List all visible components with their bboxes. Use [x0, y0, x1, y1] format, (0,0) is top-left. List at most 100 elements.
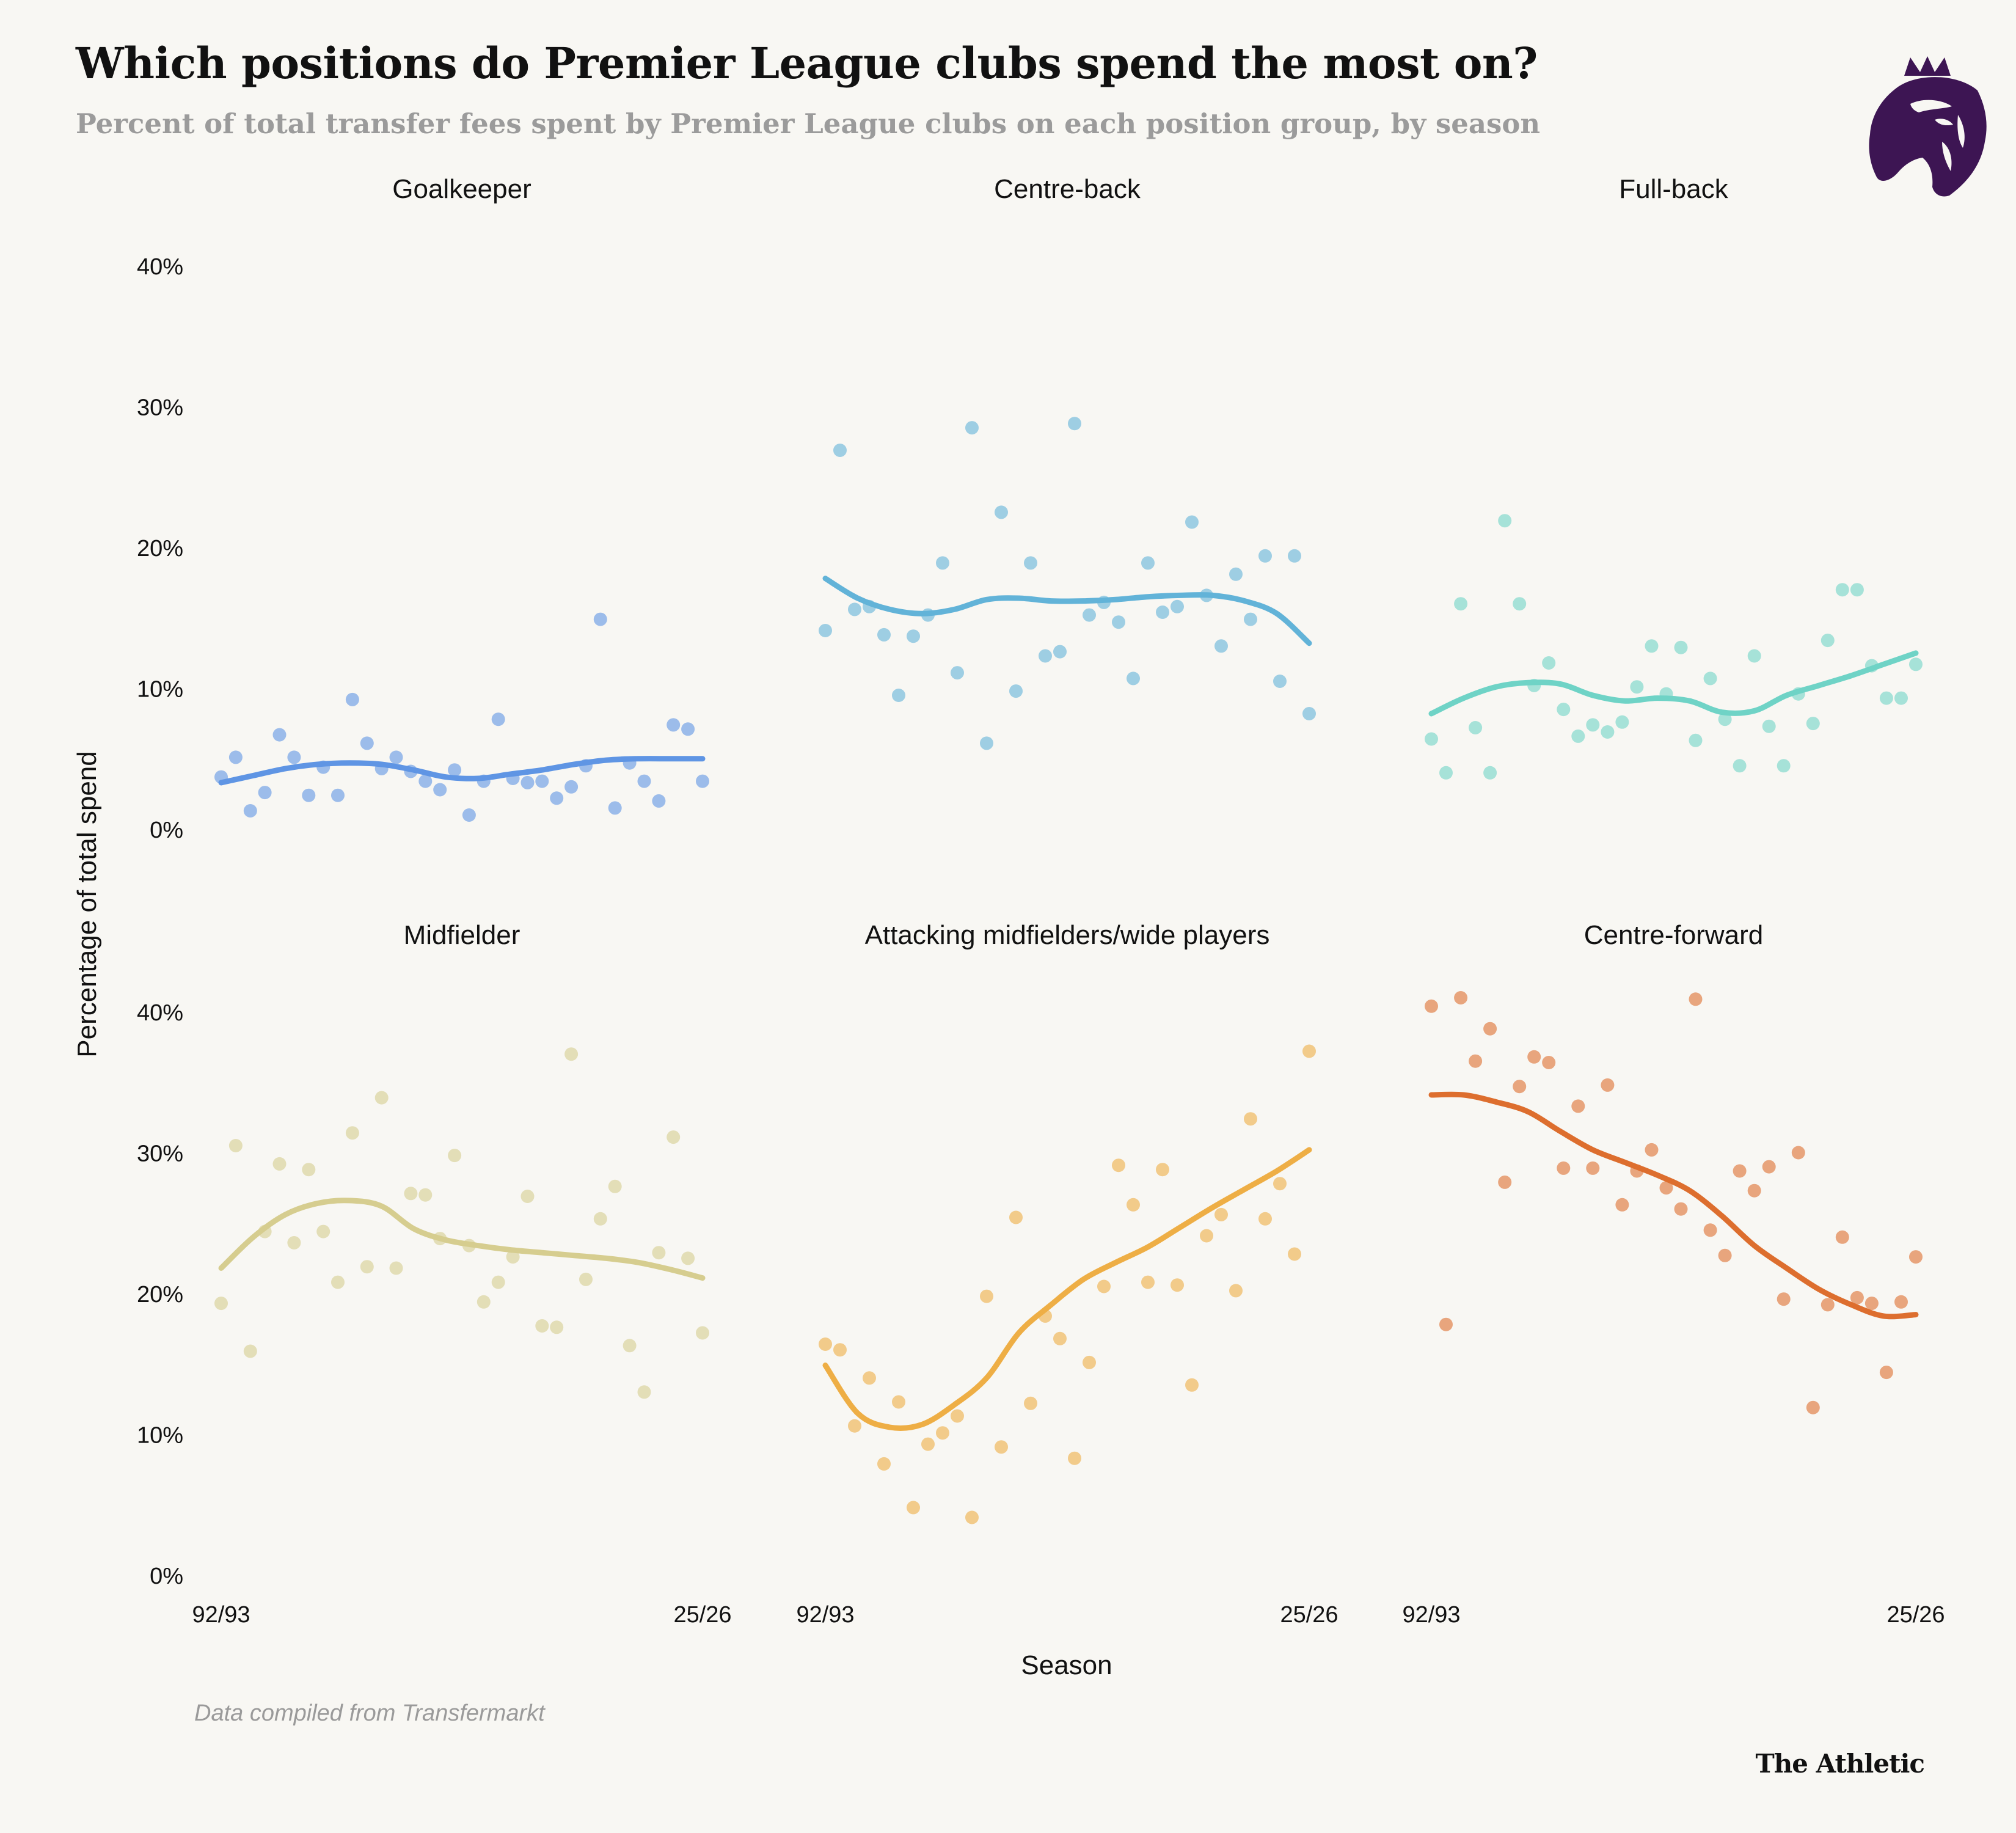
data-point — [608, 1179, 622, 1193]
y-tick-label: 0% — [150, 1564, 183, 1589]
panel-title: Centre-back — [994, 174, 1141, 204]
data-point — [535, 774, 549, 788]
data-point — [833, 444, 847, 457]
data-point — [1258, 549, 1272, 563]
data-point — [214, 1297, 228, 1311]
data-point — [965, 1510, 979, 1524]
data-point — [833, 1343, 847, 1357]
y-tick-label: 20% — [137, 536, 183, 562]
data-point — [936, 556, 949, 570]
data-point — [1469, 721, 1483, 734]
trend-line — [822, 576, 1312, 646]
x-tick-label: 25/26 — [1280, 1602, 1338, 1628]
data-point — [258, 786, 272, 800]
premier-league-lion-icon — [1869, 56, 1987, 197]
data-point — [506, 1250, 520, 1264]
data-point — [228, 750, 243, 764]
data-point — [1762, 719, 1776, 733]
data-point — [1083, 1355, 1096, 1369]
data-point — [907, 1501, 920, 1515]
data-point — [1112, 1158, 1125, 1173]
panel-centre-back: Centre-back — [819, 174, 1316, 750]
data-point — [1674, 1202, 1688, 1216]
data-point — [345, 692, 359, 706]
data-point — [1068, 1451, 1081, 1465]
data-point — [1469, 1054, 1483, 1068]
data-point — [1777, 1292, 1791, 1306]
data-point — [1498, 1175, 1512, 1189]
x-axis-label: Season — [1021, 1650, 1112, 1680]
data-point — [389, 750, 403, 764]
data-point — [1791, 1146, 1805, 1160]
trend-line — [218, 756, 706, 786]
data-point — [448, 763, 462, 777]
y-tick-label: 10% — [137, 677, 183, 703]
data-point — [1645, 1143, 1659, 1157]
data-point — [272, 1157, 287, 1171]
data-point — [1601, 1078, 1615, 1092]
x-tick-label: 25/26 — [1886, 1602, 1945, 1628]
data-point — [980, 736, 993, 750]
data-point — [1571, 729, 1585, 743]
data-point — [272, 728, 287, 742]
data-point — [1302, 1044, 1316, 1058]
data-point — [951, 666, 964, 680]
data-point — [608, 801, 622, 815]
data-point — [316, 1224, 331, 1238]
data-point — [520, 775, 535, 789]
data-point — [345, 1126, 359, 1140]
data-point — [1689, 992, 1703, 1006]
trend-line — [1428, 1091, 1919, 1320]
data-point — [1214, 639, 1228, 653]
data-point — [1483, 766, 1497, 780]
data-point — [1586, 718, 1600, 732]
data-point — [1244, 612, 1257, 626]
data-point — [535, 1319, 549, 1333]
data-point — [477, 1295, 491, 1309]
y-tick-label: 20% — [137, 1282, 183, 1308]
data-point — [1097, 1279, 1111, 1293]
data-point — [1039, 649, 1052, 663]
data-point — [1200, 1229, 1213, 1243]
data-point — [491, 1275, 505, 1289]
data-point — [848, 602, 861, 616]
data-point — [1068, 417, 1081, 431]
data-point — [374, 1091, 389, 1105]
data-point — [1127, 1198, 1140, 1212]
data-point — [1454, 991, 1468, 1004]
y-tick-label: 0% — [150, 818, 183, 843]
data-point — [1557, 1161, 1571, 1175]
chart-subtitle: Percent of total transfer fees spent by … — [76, 108, 1541, 140]
data-point — [331, 788, 345, 802]
data-point — [360, 1260, 374, 1274]
data-point — [1703, 671, 1717, 686]
data-point — [520, 1190, 535, 1203]
data-point — [1718, 712, 1732, 726]
data-point — [1630, 680, 1644, 694]
data-point — [1439, 766, 1453, 780]
data-point — [681, 722, 695, 736]
data-point — [907, 629, 920, 643]
panel-title: Goalkeeper — [392, 174, 531, 204]
data-point — [848, 1419, 861, 1433]
y-tick-label: 40% — [137, 1000, 183, 1026]
data-point — [1156, 1163, 1169, 1177]
panel-title: Full-back — [1619, 174, 1728, 204]
data-point — [667, 1130, 681, 1144]
x-tick-label: 25/26 — [673, 1602, 731, 1628]
data-point — [448, 1149, 462, 1163]
data-point — [1513, 1080, 1527, 1094]
data-point — [1777, 759, 1791, 773]
data-point — [1288, 1247, 1301, 1261]
data-point — [1112, 615, 1125, 629]
data-point — [1601, 725, 1615, 739]
data-point — [564, 1047, 579, 1061]
panel-attacking-midfielders-wide-players: Attacking midfielders/wide players — [819, 920, 1316, 1524]
data-point — [1258, 1212, 1272, 1226]
data-point — [1141, 556, 1155, 570]
data-point — [892, 689, 905, 702]
y-tick-label: 10% — [137, 1423, 183, 1449]
y-axis-label: Percentage of total spend — [72, 751, 102, 1057]
data-point — [1835, 583, 1849, 597]
data-point — [995, 505, 1008, 519]
